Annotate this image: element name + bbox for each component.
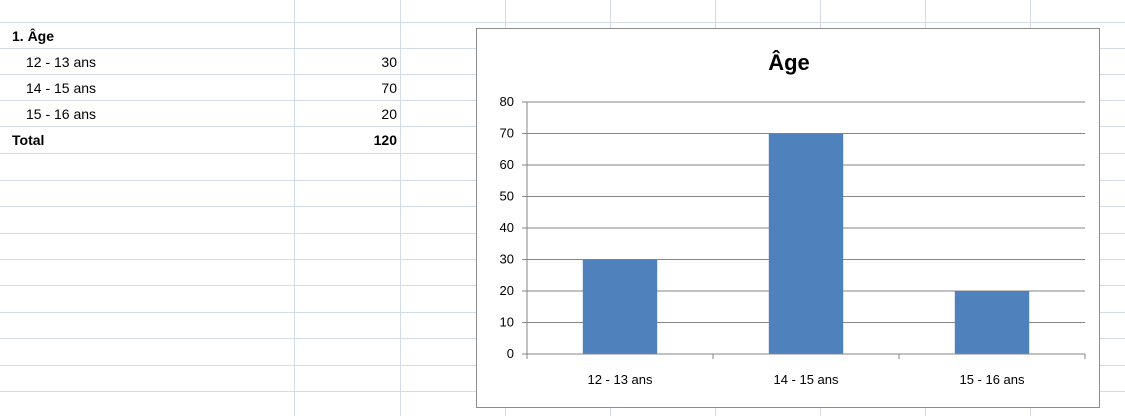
grid-row-line [0, 22, 1125, 23]
y-tick-label: 80 [500, 94, 514, 109]
y-tick-label: 70 [500, 126, 514, 141]
chart-title: Âge [768, 50, 810, 75]
y-tick-label: 60 [500, 157, 514, 172]
bar [582, 259, 658, 354]
total-value-cell[interactable]: 120 [373, 132, 397, 148]
axes: 0 10 20 30 40 50 60 70 80 12 - 13 ans 14 - 15 ans 1… [500, 94, 1086, 387]
table-header-cell[interactable]: 1. Âge [12, 28, 55, 44]
row-value-cell[interactable]: 70 [381, 80, 397, 96]
y-tick-label: 20 [500, 283, 514, 298]
row-label-cell[interactable]: 12 - 13 ans [26, 54, 97, 70]
bar [768, 133, 844, 354]
x-tick-label: 12 - 13 ans [587, 372, 653, 387]
y-tick-label: 50 [500, 189, 514, 204]
bar [954, 291, 1030, 354]
x-tick-label: 14 - 15 ans [773, 372, 839, 387]
row-label-cell[interactable]: 15 - 16 ans [26, 106, 97, 122]
grid-col-line [294, 0, 295, 416]
bar-chart: Âge 0 10 20 30 40 50 60 70 80 12 - 13 ans 14 - 15 … [500, 50, 1086, 387]
row-label-cell[interactable]: 14 - 15 ans [26, 80, 97, 96]
total-label-cell[interactable]: Total [12, 132, 45, 148]
row-value-cell[interactable]: 30 [381, 54, 397, 70]
y-tick-label: 10 [500, 315, 514, 330]
y-tick-label: 30 [500, 252, 514, 267]
x-tick-label: 15 - 16 ans [959, 372, 1025, 387]
chart-area[interactable]: Âge 0 10 20 30 40 50 60 70 80 12 - 13 ans 14 - 15 … [476, 28, 1100, 408]
y-tick-label: 0 [507, 346, 514, 361]
grid-col-line [400, 0, 401, 416]
y-tick-label: 40 [500, 220, 514, 235]
row-value-cell[interactable]: 20 [381, 106, 397, 122]
bars [582, 133, 1030, 354]
